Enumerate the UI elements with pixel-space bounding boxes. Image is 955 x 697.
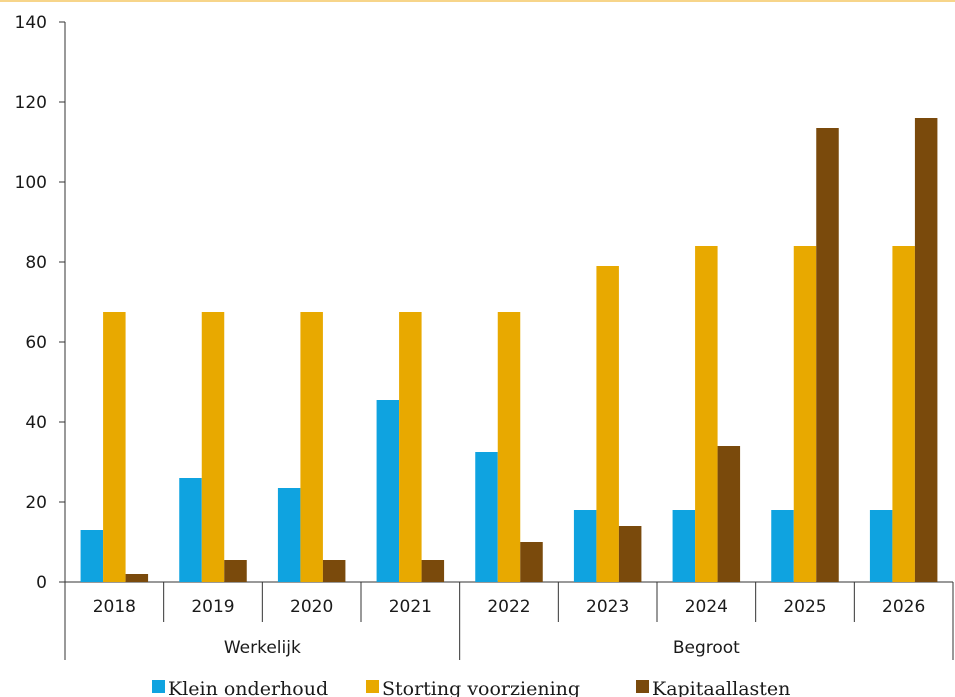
bar-kapitaallasten [421,560,445,582]
bar-kapitaallasten [224,560,247,582]
legend-swatch [152,680,165,693]
top-rule [0,0,955,2]
bar-storting-voorziening [103,312,126,582]
bar-klein-onderhoud [672,510,696,582]
legend-label: Kapitaallasten [652,678,790,697]
y-tick-label: 60 [25,333,47,353]
x-tick-label: 2026 [882,597,925,617]
bar-storting-voorziening [596,266,619,582]
bar-storting-voorziening [793,246,817,582]
bar-klein-onderhoud [179,478,202,582]
group-label: Begroot [673,638,740,658]
bar-klein-onderhoud [80,530,104,582]
y-tick-label: 20 [25,493,47,513]
x-tick-label: 2023 [586,597,629,617]
bar-klein-onderhoud [277,488,301,582]
bar-storting-voorziening [892,246,915,582]
x-tick-label: 2021 [389,597,432,617]
y-tick-label: 80 [25,253,47,273]
y-tick-label: 140 [15,13,47,33]
y-tick-label: 40 [25,413,47,433]
group-label: Werkelijk [224,638,301,658]
legend-label: Storting voorziening [382,678,580,697]
y-tick-label: 0 [36,573,47,593]
bar-kapitaallasten [717,446,741,582]
bar-storting-voorziening [300,312,323,582]
bar-klein-onderhoud [573,510,597,582]
x-tick-label: 2019 [191,597,234,617]
bar-klein-onderhoud [771,510,794,582]
x-tick-label: 2020 [290,597,333,617]
bar-storting-voorziening [201,312,225,582]
bar-kapitaallasten [322,560,346,582]
bar-klein-onderhoud [376,400,400,582]
bar-kapitaallasten [618,526,642,582]
bar-klein-onderhoud [869,510,893,582]
bar-kapitaallasten [816,128,839,582]
legend-label: Klein onderhoud [168,678,328,697]
bar-storting-voorziening [497,312,521,582]
bar-kapitaallasten [125,574,149,582]
x-tick-label: 2024 [685,597,728,617]
legend-swatch [636,680,649,693]
x-tick-label: 2018 [93,597,136,617]
x-tick-label: 2025 [783,597,826,617]
x-tick-label: 2022 [487,597,530,617]
y-tick-label: 100 [15,173,47,193]
legend-swatch [366,680,379,693]
bar-storting-voorziening [695,246,718,582]
bar-kapitaallasten [520,542,543,582]
bar-storting-voorziening [399,312,422,582]
bar-kapitaallasten [914,118,938,582]
bar-klein-onderhoud [475,452,498,582]
y-tick-label: 120 [15,93,47,113]
